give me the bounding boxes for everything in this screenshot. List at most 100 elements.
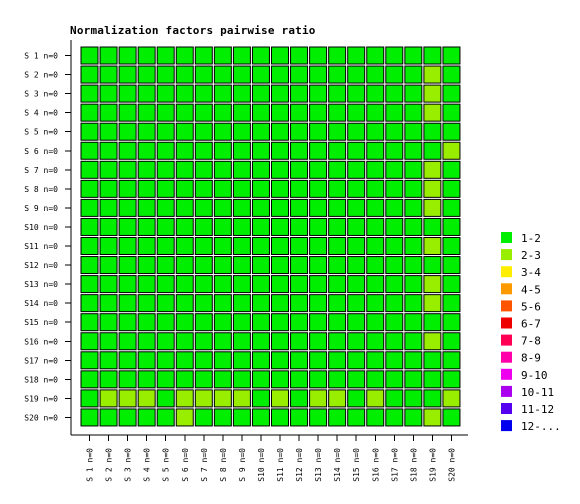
heatmap-cell [232, 179, 251, 198]
heatmap-cell [213, 84, 232, 103]
y-tick-label: S11 n=0 [24, 242, 58, 251]
heatmap-cells [80, 46, 461, 427]
heatmap-cell [137, 84, 156, 103]
heatmap-cell [442, 237, 461, 255]
heatmap-cell [118, 198, 137, 217]
heatmap-cell [347, 313, 366, 332]
heatmap-cell [290, 198, 309, 217]
heatmap-cell [232, 217, 251, 236]
heatmap-cell [328, 408, 347, 427]
heatmap-cell [118, 237, 137, 255]
heatmap-cell [442, 179, 461, 198]
heatmap-cell [175, 103, 194, 122]
heatmap-cell [347, 198, 366, 217]
heatmap-cell [175, 313, 194, 332]
heatmap-cell [175, 275, 194, 294]
heatmap-cell [347, 122, 366, 141]
heatmap-cell [404, 141, 423, 160]
heatmap-cell [175, 332, 194, 351]
heatmap-cell [385, 65, 404, 84]
heatmap-cell [99, 84, 118, 103]
heatmap-cell [442, 141, 461, 160]
heatmap-cell [328, 46, 347, 65]
heatmap-cell [118, 65, 137, 84]
heatmap-cell [271, 313, 289, 332]
heatmap-cell [156, 256, 175, 275]
y-tick-label: S10 n=0 [24, 223, 58, 232]
x-tick-label: S19 n=0 [428, 448, 437, 482]
heatmap-cell [385, 389, 404, 408]
legend-label: 10-11 [521, 386, 554, 399]
heatmap-cell [156, 313, 175, 332]
heatmap-cell [309, 217, 328, 236]
heatmap-cell [175, 370, 194, 389]
heatmap-cell [442, 408, 461, 427]
heatmap-cell [404, 103, 423, 122]
heatmap-cell [80, 198, 99, 217]
heatmap-cell [99, 141, 118, 160]
heatmap-cell [442, 351, 461, 370]
heatmap-cell [251, 122, 270, 141]
heatmap-cell [213, 46, 232, 65]
heatmap-cell [99, 103, 118, 122]
heatmap-cell [213, 198, 232, 217]
heatmap-cell [442, 65, 461, 84]
heatmap-cell [385, 370, 404, 389]
x-tick-label: S16 n=0 [371, 448, 380, 482]
heatmap-cell [442, 370, 461, 389]
heatmap-cell [251, 160, 270, 179]
x-tick-label: S15 n=0 [352, 448, 361, 482]
heatmap-cell [232, 313, 251, 332]
heatmap-cell [80, 275, 99, 294]
legend-swatch [501, 368, 512, 380]
heatmap-cell [271, 160, 289, 179]
heatmap-cell [366, 179, 385, 198]
heatmap-cell [80, 65, 99, 84]
heatmap-cell [194, 46, 213, 65]
heatmap-cell [80, 122, 99, 141]
heatmap-cell [80, 217, 99, 236]
heatmap-cell [442, 294, 461, 313]
heatmap-cell [328, 141, 347, 160]
heatmap-cell [156, 351, 175, 370]
heatmap-cell [290, 275, 309, 294]
heatmap-cell [290, 313, 309, 332]
heatmap-cell [156, 179, 175, 198]
heatmap-cell [80, 237, 99, 255]
heatmap-cell [385, 179, 404, 198]
heatmap-cell [99, 198, 118, 217]
heatmap-cell [251, 65, 270, 84]
heatmap-cell [404, 408, 423, 427]
heatmap-cell [385, 103, 404, 122]
y-tick-label: S 5 n=0 [24, 128, 58, 137]
heatmap-cell [290, 408, 309, 427]
heatmap-cell [442, 46, 461, 65]
heatmap-cell [423, 46, 442, 65]
heatmap-cell [194, 275, 213, 294]
heatmap-cell [251, 332, 270, 351]
heatmap-cell [137, 408, 156, 427]
heatmap-cell [271, 351, 289, 370]
heatmap-cell [290, 370, 309, 389]
x-tick-label: S 3 n=0 [124, 448, 133, 482]
heatmap-cell [137, 103, 156, 122]
heatmap-cell [290, 141, 309, 160]
heatmap-cell [271, 408, 289, 427]
heatmap-cell [423, 256, 442, 275]
heatmap-cell [213, 408, 232, 427]
heatmap-cell [423, 160, 442, 179]
heatmap-cell [328, 122, 347, 141]
heatmap-cell [251, 408, 270, 427]
heatmap-cell [271, 332, 289, 351]
heatmap-cell [175, 237, 194, 255]
heatmap-cell [213, 332, 232, 351]
heatmap-cell [137, 217, 156, 236]
heatmap-cell [251, 351, 270, 370]
heatmap-cell [99, 408, 118, 427]
heatmap-cell [232, 332, 251, 351]
heatmap-cell [290, 160, 309, 179]
heatmap-cell [80, 370, 99, 389]
heatmap-cell [328, 65, 347, 84]
legend-label: 3-4 [521, 266, 541, 279]
y-tick-label: S20 n=0 [24, 413, 58, 422]
